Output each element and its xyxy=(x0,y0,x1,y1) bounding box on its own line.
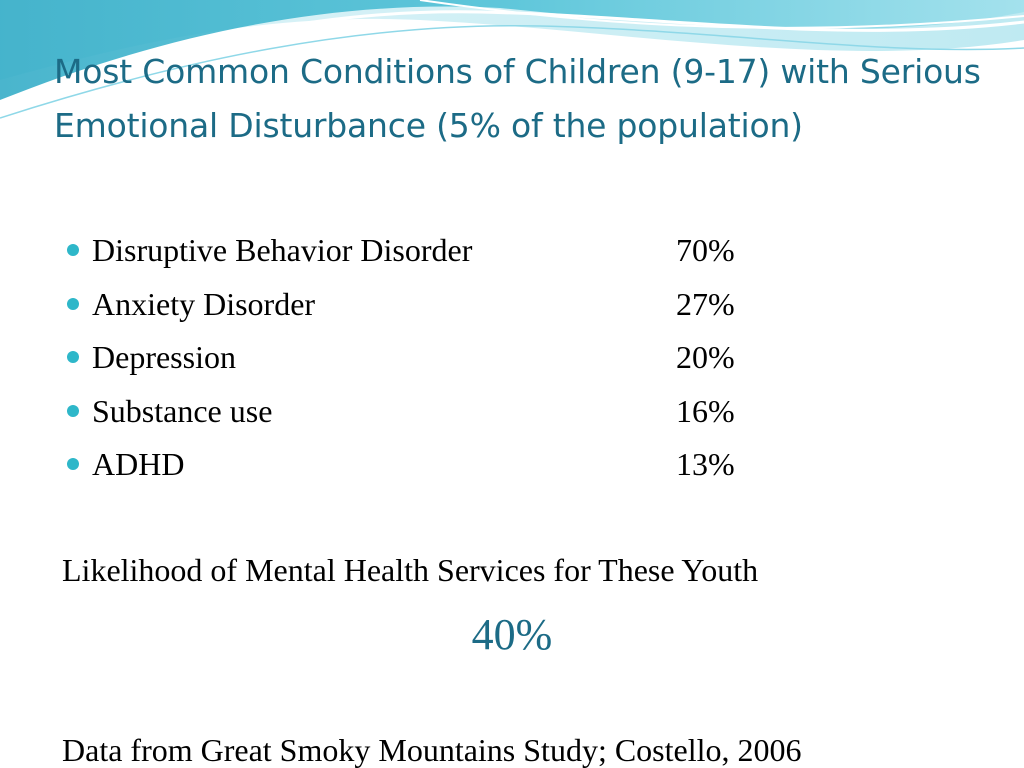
condition-value: 70% xyxy=(676,232,735,268)
condition-label: Substance use xyxy=(92,392,273,429)
bullet-icon xyxy=(67,351,79,363)
wave-line-3 xyxy=(419,0,1024,29)
condition-value: 27% xyxy=(676,285,735,322)
condition-value: 20% xyxy=(676,339,735,375)
list-item: Substance use 16% xyxy=(62,385,822,439)
list-item: Disruptive Behavior Disorder 70% xyxy=(62,224,822,278)
condition-value: 13% xyxy=(676,446,735,482)
wave-line-2 xyxy=(0,24,1024,119)
conditions-list: Disruptive Behavior Disorder 70% Anxiety… xyxy=(62,224,822,492)
condition-label: Anxiety Disorder xyxy=(92,285,316,322)
list-item: Depression 20% xyxy=(62,331,822,385)
wave-line-1 xyxy=(0,10,1024,106)
condition-value: 16% xyxy=(676,392,735,429)
bullet-icon xyxy=(67,404,79,417)
bullet-icon xyxy=(67,244,79,256)
condition-label: Depression xyxy=(92,339,236,375)
wave-decoration xyxy=(0,0,1024,119)
list-item: Anxiety Disorder 27% xyxy=(62,278,822,332)
source-citation: Data from Great Smoky Mountains Study; C… xyxy=(62,732,802,768)
bullet-icon xyxy=(67,297,79,310)
likelihood-text: Likelihood of Mental Health Services for… xyxy=(62,552,759,588)
condition-label: ADHD xyxy=(92,446,185,482)
list-item: ADHD 13% xyxy=(62,438,822,492)
condition-label: Disruptive Behavior Disorder xyxy=(92,232,473,268)
likelihood-value: 40% xyxy=(471,610,553,659)
bullet-icon xyxy=(67,458,79,470)
slide-title: Most Common Conditions of Children (9-17… xyxy=(54,52,981,145)
wave-band-main xyxy=(0,0,1024,100)
